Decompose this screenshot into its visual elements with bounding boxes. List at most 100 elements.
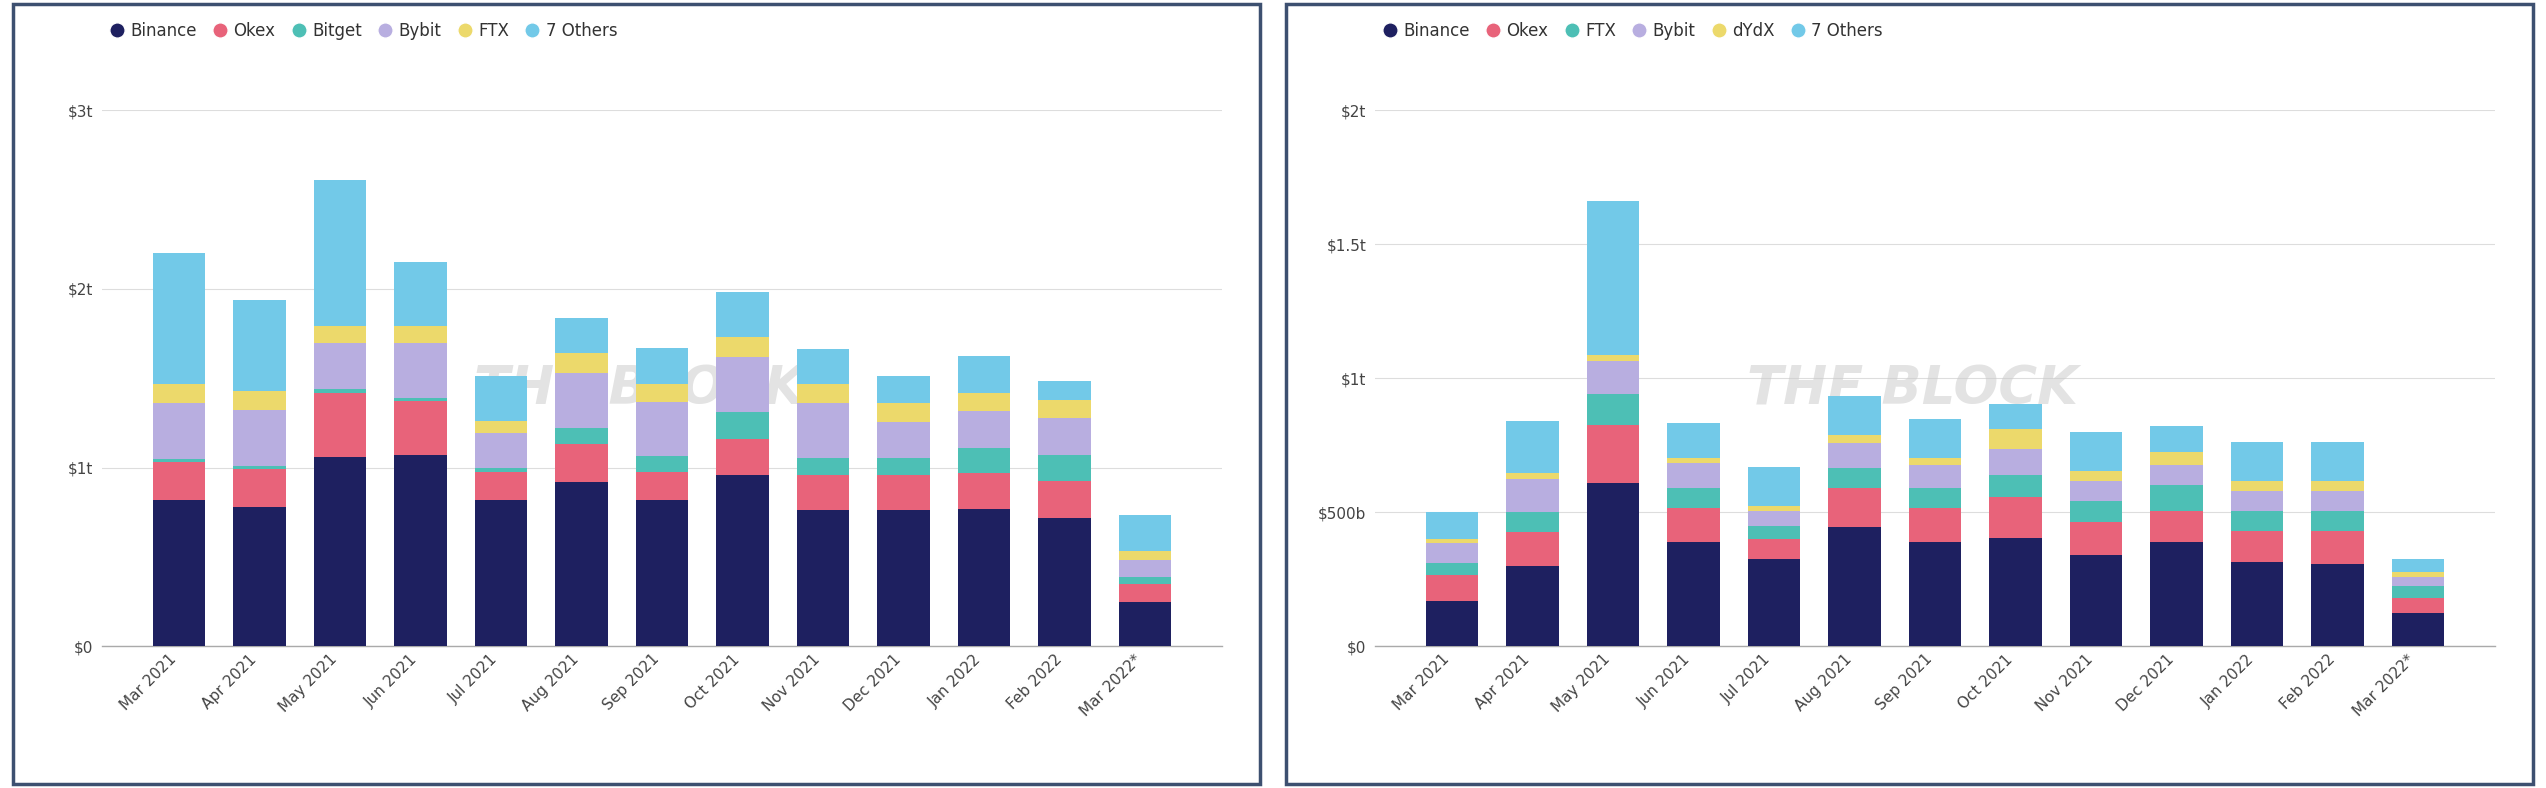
Bar <box>1828 527 1881 646</box>
Bar <box>1747 467 1800 506</box>
Bar <box>1426 575 1479 600</box>
Bar <box>2151 511 2202 541</box>
Text: THE BLOCK: THE BLOCK <box>474 363 805 415</box>
Bar <box>2312 491 2363 511</box>
Bar <box>2312 442 2363 481</box>
Bar <box>1747 539 1800 559</box>
Bar <box>555 481 608 646</box>
Bar <box>2070 555 2123 646</box>
Bar <box>234 507 285 646</box>
Bar <box>878 511 929 646</box>
Bar <box>957 508 1011 646</box>
Bar <box>957 356 1011 392</box>
Bar <box>1586 361 1640 394</box>
Bar <box>1507 566 1558 646</box>
Bar <box>1507 512 1558 533</box>
Bar <box>878 422 929 458</box>
Bar <box>313 392 367 457</box>
Bar <box>1668 488 1719 508</box>
Bar <box>2151 465 2202 485</box>
Bar <box>2230 481 2284 491</box>
Bar <box>1586 483 1640 646</box>
Bar <box>555 373 608 428</box>
Bar <box>234 391 285 411</box>
Bar <box>555 444 608 481</box>
Bar <box>2391 571 2444 577</box>
Bar <box>636 384 687 403</box>
Bar <box>1910 419 1960 458</box>
Bar <box>1507 421 1558 474</box>
Bar <box>715 337 769 357</box>
Bar <box>957 411 1011 448</box>
Bar <box>1988 403 2042 429</box>
Bar <box>555 428 608 444</box>
Bar <box>797 458 850 474</box>
Bar <box>1668 423 1719 458</box>
Bar <box>1828 396 1881 435</box>
Bar <box>957 473 1011 508</box>
Bar <box>2070 501 2123 522</box>
Bar <box>1910 458 1960 465</box>
Bar <box>1988 537 2042 646</box>
Bar <box>1747 559 1800 646</box>
Bar <box>474 376 527 421</box>
Bar <box>1118 559 1171 577</box>
Bar <box>313 326 367 343</box>
Bar <box>153 459 206 463</box>
Bar <box>797 349 850 385</box>
Text: THE BLOCK: THE BLOCK <box>1747 363 2078 415</box>
Bar <box>2230 531 2284 562</box>
Bar <box>715 474 769 646</box>
Bar <box>1668 463 1719 488</box>
Bar <box>1507 533 1558 566</box>
Bar <box>2070 471 2123 481</box>
Bar <box>878 376 929 403</box>
Bar <box>1039 481 1090 518</box>
Bar <box>715 412 769 439</box>
Bar <box>395 398 446 401</box>
Bar <box>1039 400 1090 418</box>
Bar <box>1586 202 1640 355</box>
Bar <box>1988 497 2042 537</box>
Bar <box>1747 526 1800 539</box>
Bar <box>1910 488 1960 508</box>
Bar <box>1668 541 1719 646</box>
Bar <box>636 403 687 456</box>
Bar <box>636 456 687 472</box>
Bar <box>555 353 608 373</box>
Bar <box>1910 541 1960 646</box>
Bar <box>2230 442 2284 481</box>
Bar <box>1586 394 1640 426</box>
Bar <box>2312 481 2363 491</box>
Bar <box>474 433 527 468</box>
Bar <box>234 299 285 391</box>
Bar <box>636 500 687 646</box>
Bar <box>153 384 206 403</box>
Bar <box>1910 465 1960 488</box>
Bar <box>153 403 206 459</box>
Bar <box>2230 511 2284 531</box>
Bar <box>878 458 929 474</box>
Bar <box>1118 584 1171 601</box>
Bar <box>1668 508 1719 541</box>
Bar <box>878 403 929 422</box>
Bar <box>1039 518 1090 646</box>
Bar <box>555 318 608 353</box>
Bar <box>2391 577 2444 586</box>
Bar <box>234 411 285 466</box>
Bar <box>2312 511 2363 531</box>
Bar <box>797 385 850 403</box>
Bar <box>1828 488 1881 527</box>
Bar <box>474 472 527 500</box>
Bar <box>313 343 367 389</box>
Bar <box>153 253 206 384</box>
Bar <box>153 500 206 646</box>
Bar <box>1910 508 1960 541</box>
Bar <box>1426 600 1479 646</box>
Bar <box>313 180 367 326</box>
Bar <box>1747 511 1800 526</box>
Bar <box>2151 426 2202 452</box>
Bar <box>395 401 446 455</box>
Bar <box>2312 564 2363 646</box>
Bar <box>1586 355 1640 361</box>
